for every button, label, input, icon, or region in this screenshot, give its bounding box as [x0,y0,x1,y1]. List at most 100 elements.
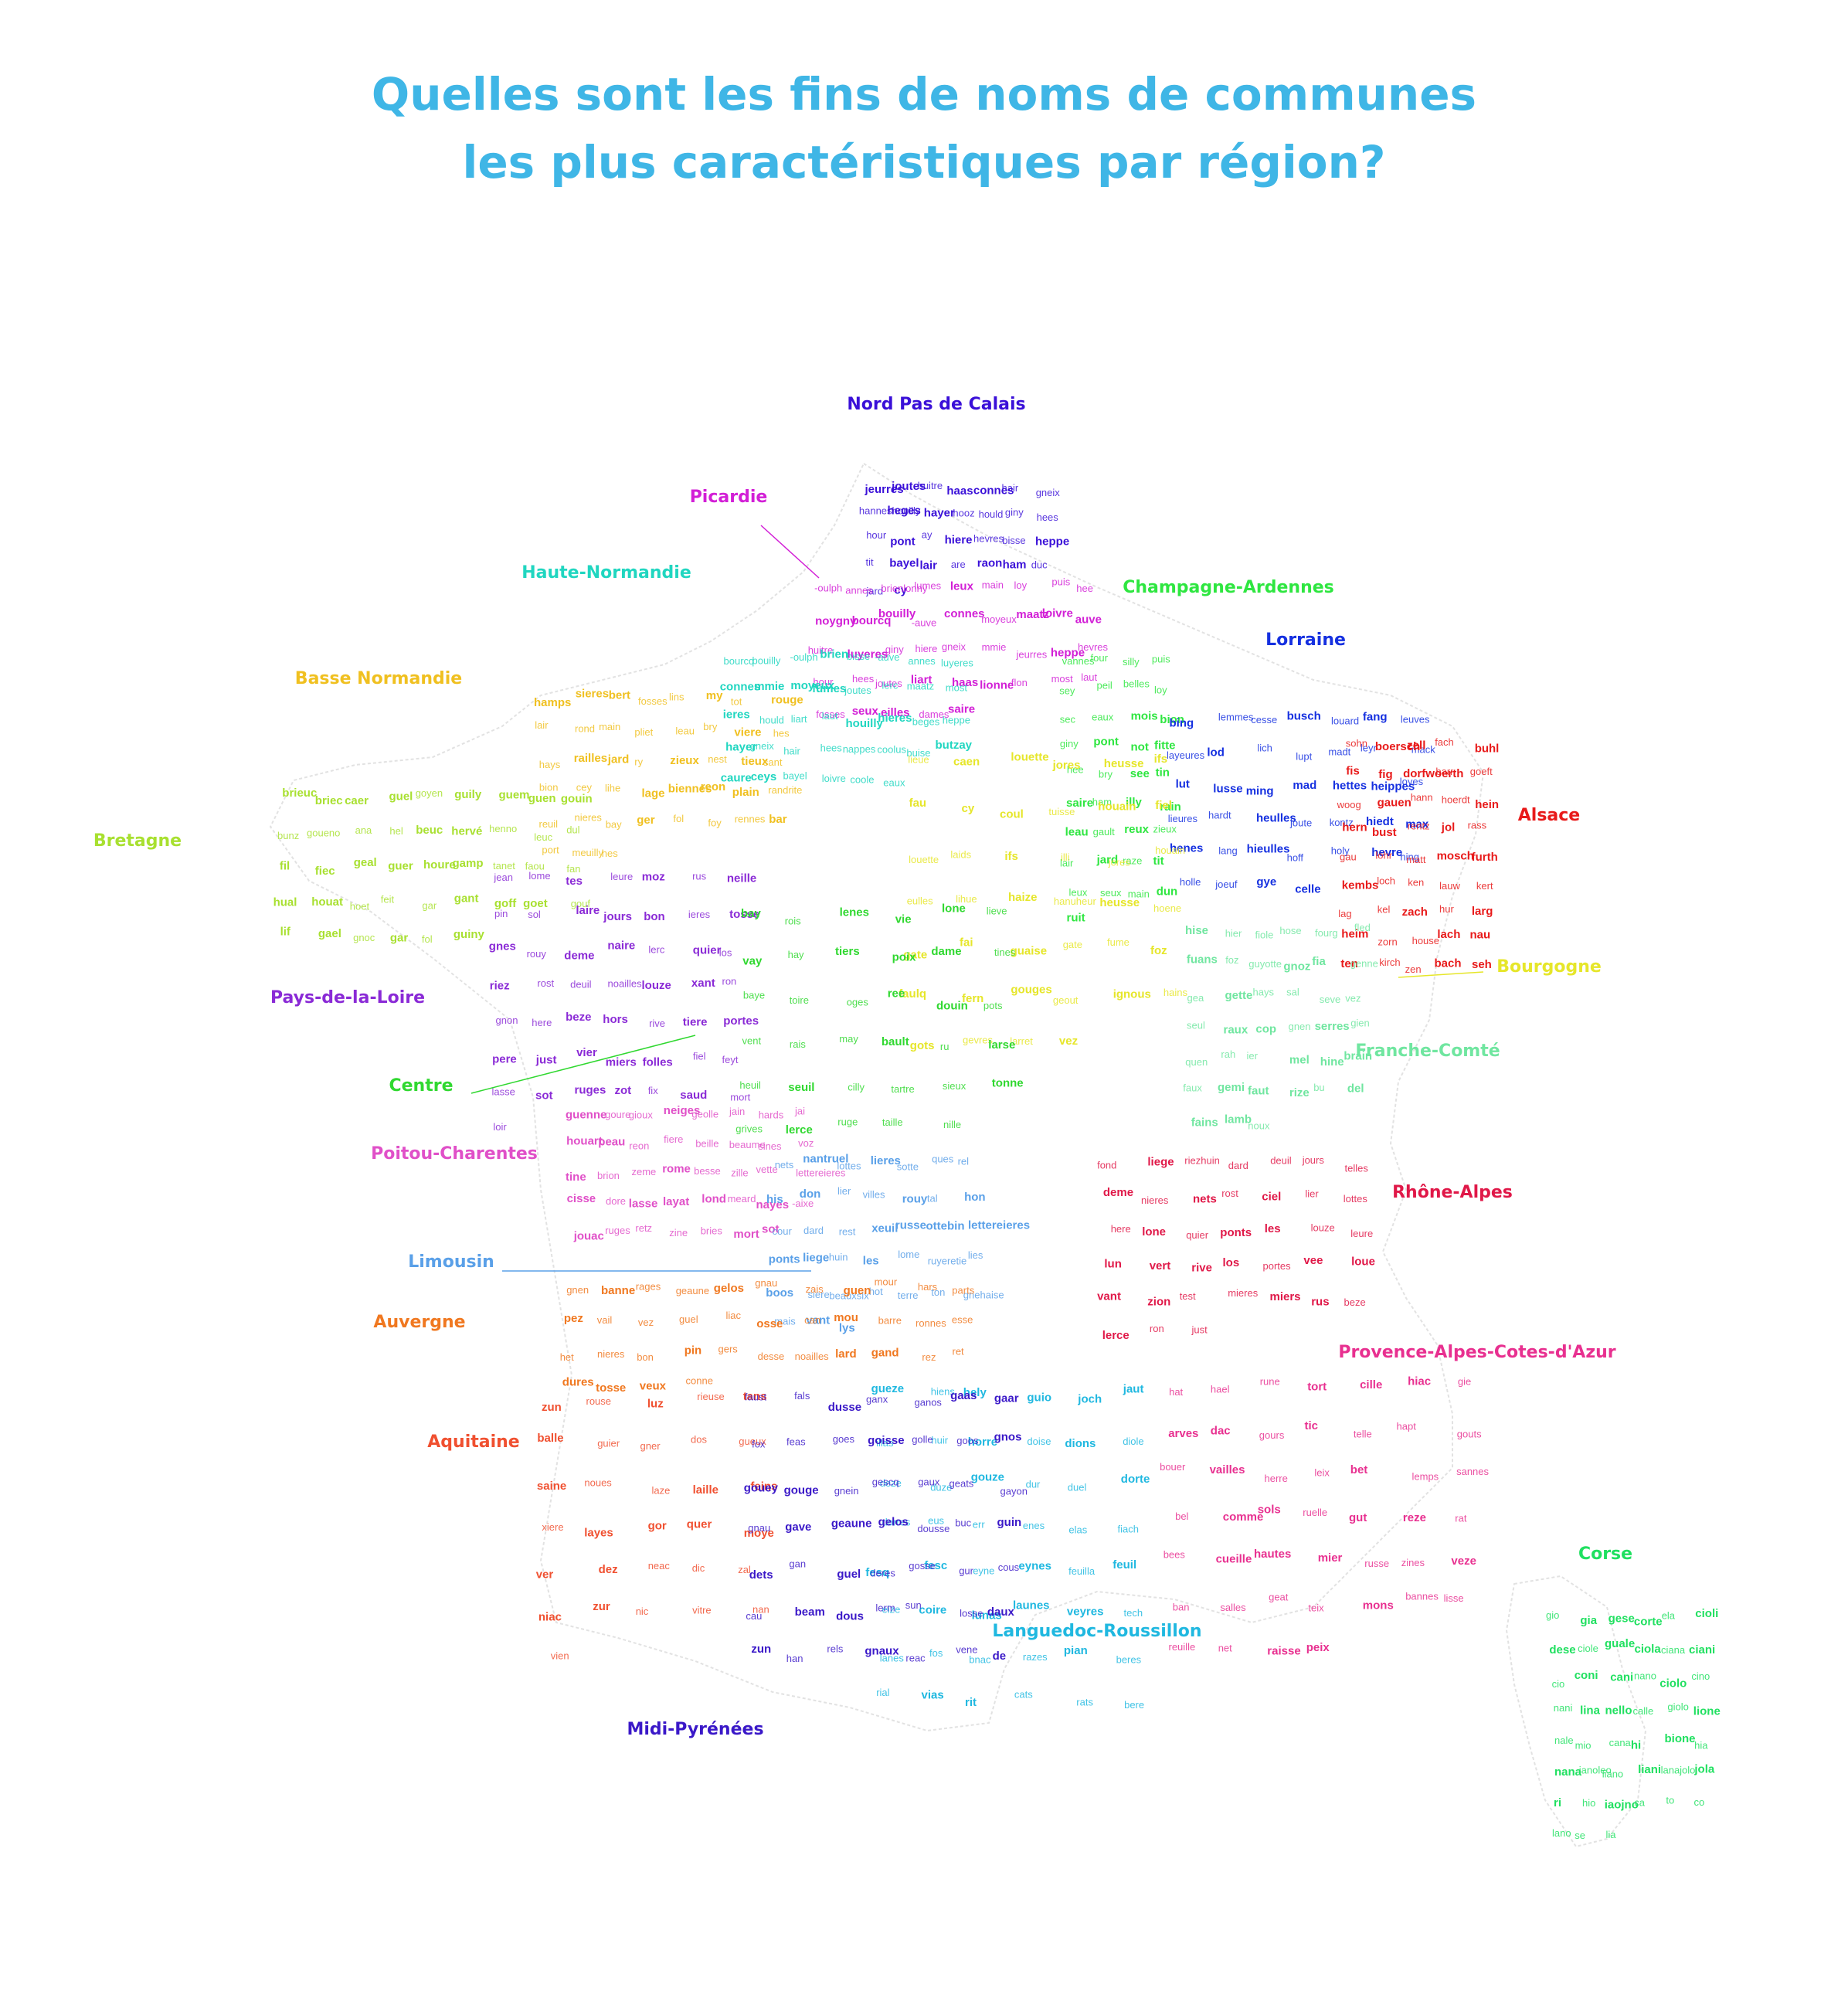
suffix-word: bere [1124,1699,1144,1711]
suffix-word: pont [1093,736,1118,749]
suffix-word: doise [1027,1436,1051,1447]
suffix-word: bion [539,781,559,793]
suffix-word: brien [820,648,848,661]
suffix-word: rize [1289,1086,1310,1099]
suffix-word: bourcq [852,614,892,627]
suffix-word: here [532,1017,552,1028]
suffix-word: feit [381,893,395,905]
suffix-word: vez [1059,1035,1078,1048]
suffix-word: haize [1008,891,1038,904]
suffix-word: goet [523,897,548,910]
suffix-word: flon [1011,677,1028,688]
suffix-word: lanajolo [1661,1764,1696,1775]
suffix-word: not [1131,740,1149,753]
suffix-word: lionne [980,678,1014,691]
suffix-word: ponts [769,1252,800,1266]
suffix-word: rentz [1408,820,1430,831]
region-label-basse_normandie: Basse Normandie [295,669,462,688]
suffix-word: just [1191,1324,1208,1335]
suffix-word: seul [1187,1020,1205,1031]
suffix-word: nan [752,1604,769,1616]
suffix-word: bust [1372,826,1397,839]
suffix-word: fiach [1118,1524,1139,1535]
suffix-word: ottebin [926,1220,965,1233]
suffix-word: tic [1305,1419,1319,1432]
suffix-word: gneix [750,740,775,752]
suffix-word: ron [1150,1323,1164,1334]
suffix-word: meard [728,1193,756,1205]
suffix-word: terre [898,1290,919,1301]
suffix-word: illi [1061,851,1070,863]
suffix-word: jard [1096,854,1119,867]
suffix-word: gnehaise [963,1290,1004,1301]
suffix-word: illas [876,1437,894,1449]
suffix-word: deuil [570,979,592,991]
suffix-word: sec [1060,714,1076,725]
suffix-word: lins [669,691,685,703]
suffix-word: hes [773,728,790,739]
suffix-word: lieures [1168,813,1198,824]
suffix-word: bon [637,1351,654,1363]
suffix-word: gate [903,948,927,961]
suffix-word: jol [1441,821,1456,834]
suffix-word: gur [959,1565,973,1576]
suffix-word: bert [609,688,630,702]
suffix-word: sannes [1456,1466,1489,1477]
suffix-word: reac [905,1653,926,1664]
suffix-word: rels [827,1643,843,1655]
suffix-word: lif [280,925,291,938]
suffix-word: jeurres [1016,648,1048,660]
suffix-word: pian [1064,1644,1088,1657]
suffix-word: telles [1345,1162,1369,1174]
suffix-word: bione [1665,1732,1696,1745]
suffix-word: hapt [1397,1421,1417,1432]
suffix-word: noues [584,1476,612,1488]
suffix-word: leure [610,871,633,882]
suffix-word: het [560,1351,574,1363]
suffix-word: geaune [676,1285,709,1296]
suffix-word: cani [1610,1671,1633,1684]
suffix-word: hays [1253,987,1275,998]
suffix-word: lieue [908,753,929,765]
suffix-word: leau [675,725,695,737]
suffix-word: my [706,689,723,702]
suffix-word: veze [1451,1555,1476,1568]
suffix-word: dur [1026,1478,1041,1490]
suffix-word: loivre [822,773,846,784]
suffix-word: boos [766,1286,793,1300]
suffix-word: beam [795,1606,825,1619]
suffix-word: rond [575,722,595,734]
suffix-word: zais [806,1283,824,1295]
suffix-word: calle [1633,1705,1654,1717]
suffix-word: zun [751,1643,771,1656]
suffix-word: heppe [1035,535,1069,548]
region-label-bourgogne: Bourgogne [1496,957,1602,977]
suffix-word: leux [1069,887,1088,899]
suffix-word: ten [1340,957,1358,970]
suffix-word: bayel [889,557,919,570]
suffix-word: jores [1108,857,1131,868]
suffix-word: kontz [1330,817,1354,828]
suffix-word: hervé [451,825,482,838]
suffix-word: hoene [1153,902,1181,914]
suffix-word: mio [1575,1740,1592,1752]
suffix-word: huitre [918,480,943,491]
suffix-word: lamb [1225,1113,1252,1126]
suffix-word: neille [727,872,756,885]
suffix-word: gan [789,1558,806,1570]
suffix-word: hiedt [1366,815,1394,828]
suffix-word: rial [876,1687,889,1698]
suffix-word: gant [454,892,479,906]
region-label-picardie: Picardie [690,488,768,507]
suffix-word: guem [499,789,530,802]
suffix-word: bault [882,1035,909,1048]
suffix-word: just [535,1054,557,1067]
suffix-word: pere [492,1053,517,1066]
suffix-word: nets [775,1159,794,1171]
suffix-word: gelos [878,1516,909,1529]
suffix-word: dez [599,1563,618,1576]
suffix-word: ciolo [1659,1677,1687,1690]
suffix-word: guale [1605,1637,1635,1650]
suffix-word: gault [1093,826,1116,838]
suffix-word: laut [1081,671,1097,683]
